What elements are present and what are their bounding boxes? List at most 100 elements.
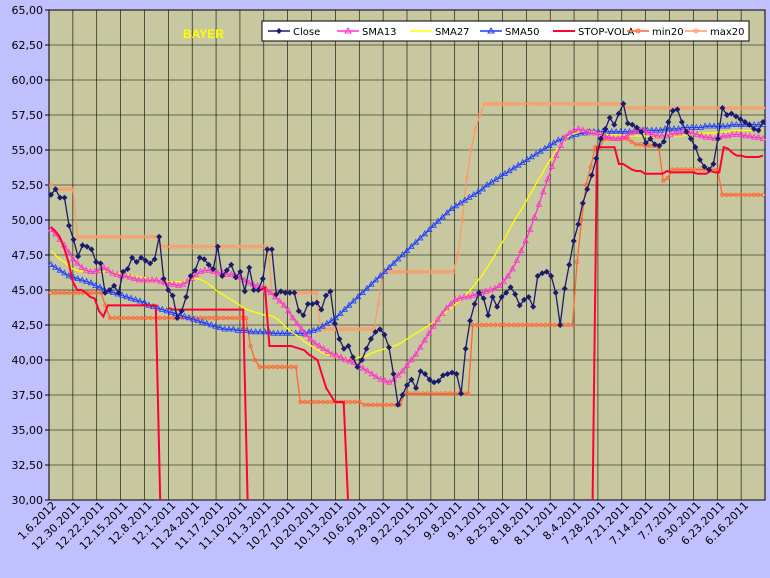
data-point [440, 372, 447, 379]
data-point [712, 105, 717, 111]
y-tick-label: 37,50 [12, 389, 44, 402]
data-point [620, 100, 627, 107]
data-point [283, 329, 291, 336]
data-point [162, 315, 167, 321]
data-point [199, 318, 206, 325]
data-point [205, 266, 213, 273]
data-point [487, 286, 494, 293]
data-point [112, 315, 117, 321]
data-point [305, 290, 310, 295]
data-point [605, 133, 613, 140]
data-point [324, 347, 332, 354]
data-point [168, 244, 173, 249]
data-point [692, 123, 700, 130]
data-point [570, 238, 577, 244]
data-point [516, 302, 523, 309]
data-point [484, 322, 489, 328]
data-point [219, 273, 226, 279]
data-point [340, 327, 346, 332]
data-point [75, 253, 82, 260]
data-point [289, 364, 294, 370]
y-tick-label: 50,00 [12, 214, 44, 227]
data-point [93, 259, 100, 265]
data-point [553, 151, 560, 158]
data-point [529, 322, 534, 328]
legend-entry: SMA27 [410, 27, 470, 38]
data-point [518, 246, 525, 253]
data-point [488, 178, 495, 185]
data-point [214, 243, 221, 250]
data-point [129, 254, 136, 261]
data-point [579, 101, 584, 106]
data-point [237, 268, 244, 275]
data-point [141, 234, 147, 239]
data-point [588, 164, 593, 169]
data-point [210, 266, 217, 272]
data-point [358, 327, 363, 332]
data-point [657, 126, 664, 133]
data-point [399, 392, 406, 398]
data-point [661, 178, 666, 183]
data-point [733, 120, 740, 127]
data-point [199, 244, 204, 249]
data-point [115, 289, 122, 296]
data-point [70, 236, 77, 243]
data-point [65, 272, 73, 279]
data-point [548, 101, 553, 106]
data-point [216, 315, 221, 321]
legend-entry: min20 [627, 27, 684, 38]
data-point [452, 295, 459, 302]
data-point [755, 133, 762, 140]
data-point [747, 105, 752, 111]
data-point [185, 244, 191, 249]
data-point [399, 367, 406, 374]
data-point [473, 126, 478, 132]
data-point [376, 301, 381, 307]
y-tick-label: 52,50 [12, 179, 44, 192]
data-point [570, 126, 578, 133]
data-point [503, 289, 510, 296]
data-point [156, 233, 163, 240]
data-point [413, 385, 420, 391]
data-point [228, 261, 235, 268]
data-point [521, 101, 527, 106]
data-point [57, 290, 63, 295]
data-point [443, 304, 450, 311]
data-point [660, 138, 667, 145]
data-point [719, 105, 726, 111]
data-point [97, 260, 104, 267]
data-point [230, 244, 235, 249]
data-point [543, 322, 548, 328]
data-point [719, 122, 727, 129]
data-point [282, 289, 289, 296]
data-point [358, 357, 365, 363]
data-point [119, 234, 124, 239]
data-point [167, 308, 175, 315]
data-point [467, 317, 474, 324]
data-point [517, 101, 522, 106]
data-point [252, 244, 257, 249]
data-point [367, 336, 374, 342]
data-point [130, 315, 135, 321]
data-point [692, 167, 698, 172]
data-point [301, 329, 308, 336]
data-point [366, 402, 371, 407]
data-point [245, 279, 253, 286]
data-point [434, 315, 442, 322]
data-point [254, 281, 261, 288]
data-point [101, 234, 107, 239]
data-point [390, 371, 397, 377]
data-point [208, 244, 213, 249]
data-point [458, 390, 465, 397]
data-point [456, 294, 464, 301]
data-point [602, 126, 609, 132]
data-point [724, 132, 732, 139]
y-tick-label: 62,50 [12, 39, 44, 52]
data-point [429, 391, 435, 396]
data-point [641, 105, 646, 111]
data-point [94, 290, 99, 295]
y-tick-label: 40,00 [12, 354, 44, 367]
data-point [621, 127, 629, 134]
data-point [583, 127, 591, 134]
data-point [190, 244, 195, 249]
